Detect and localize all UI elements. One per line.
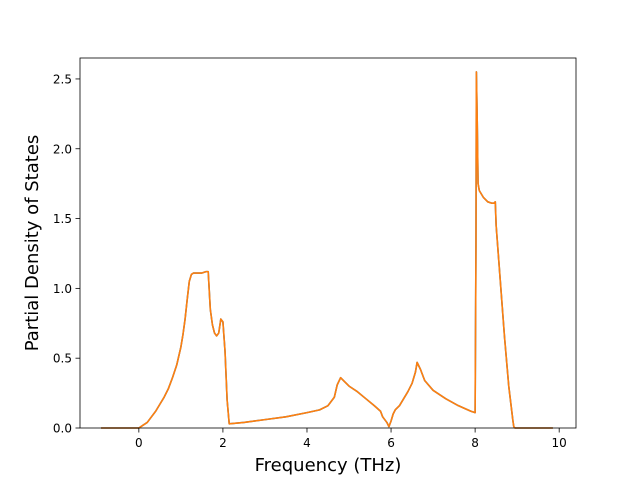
x-tick-label: 10 [552, 436, 567, 450]
y-tick-label: 0.5 [53, 352, 72, 366]
y-axis-ticks: 0.0 0.5 1.0 1.5 2.0 2.5 [53, 72, 80, 436]
y-tick-label: 1.0 [53, 282, 72, 296]
y-axis-label: Partial Density of States [22, 135, 43, 352]
y-tick-label: 2.0 [53, 142, 72, 156]
plot-frame [79, 57, 577, 429]
series-layer [101, 71, 553, 429]
x-tick-label: 6 [387, 436, 395, 450]
x-tick-label: 8 [471, 436, 479, 450]
series-line-2 [101, 71, 553, 429]
x-tick-label: 2 [219, 436, 227, 450]
x-axis-ticks: 0 2 4 6 8 10 [135, 428, 567, 450]
series-line-1 [101, 71, 553, 429]
y-tick-label: 0.0 [53, 422, 72, 436]
x-tick-label: 4 [303, 436, 311, 450]
x-tick-label: 0 [135, 436, 143, 450]
x-axis-label: Frequency (THz) [255, 455, 402, 476]
y-tick-label: 1.5 [53, 212, 72, 226]
y-tick-label: 2.5 [53, 72, 72, 86]
